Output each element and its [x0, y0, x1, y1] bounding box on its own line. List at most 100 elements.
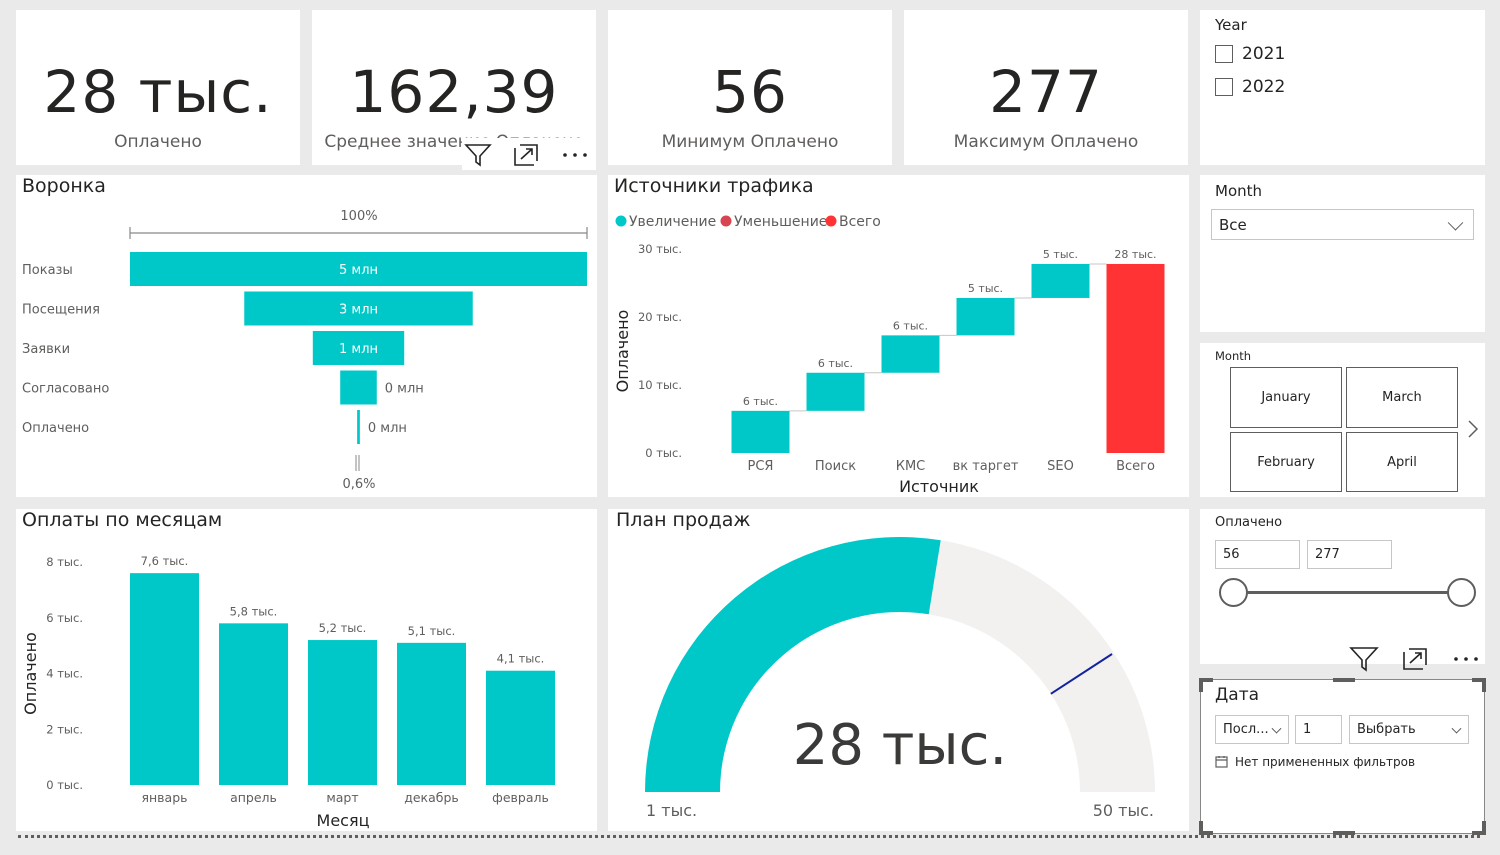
paid-min-value: 56	[1223, 547, 1240, 562]
funnel-bar[interactable]	[130, 252, 587, 286]
year-option-label: 2022	[1242, 77, 1286, 97]
month-tile-january[interactable]: January	[1230, 367, 1342, 428]
funnel-bottom-bracket	[355, 455, 360, 471]
resize-handle-tl[interactable]	[1199, 678, 1213, 692]
gauge-fill	[645, 537, 941, 792]
x-axis-title: Месяц	[317, 811, 370, 830]
funnel-bar[interactable]	[357, 410, 360, 444]
month-tiles-title: Month	[1215, 349, 1252, 363]
resize-handle-top[interactable]	[1333, 678, 1355, 682]
kpi-card-paid[interactable]: 28 тыс. Оплачено	[16, 10, 300, 165]
month-dropdown-slicer: Month Все	[1200, 175, 1485, 332]
month-dropdown-value: Все	[1219, 215, 1247, 234]
kpi-value: 56	[712, 58, 788, 126]
date-slicer-title: Дата	[1215, 685, 1260, 705]
legend-label[interactable]: Увеличение	[629, 214, 716, 230]
x-tick-label: Всего	[1116, 459, 1155, 474]
month-tile-slicer: Month January March February April	[1200, 343, 1485, 497]
chevron-down-icon	[1271, 723, 1282, 734]
calendar-filter-icon	[1215, 756, 1228, 768]
bar[interactable]	[219, 623, 288, 785]
focus-mode-icon[interactable]	[1401, 646, 1429, 672]
y-tick-label: 20 тыс.	[638, 310, 682, 324]
funnel-bar[interactable]	[340, 370, 377, 405]
funnel-stage-label: Посещения	[22, 303, 100, 318]
waterfall-data-label: 6 тыс.	[893, 319, 928, 332]
waterfall-plot: Увеличение Уменьшение Всего 0 тыс. 10 тыс. 20…	[613, 214, 1165, 496]
funnel-stage-label: Заявки	[22, 342, 70, 357]
bar[interactable]	[486, 670, 555, 785]
date-count-input[interactable]: 1	[1295, 715, 1342, 744]
gauge-value: 28 тыс.	[793, 713, 1007, 778]
date-mode-dropdown[interactable]: Посл...	[1215, 715, 1289, 744]
bar[interactable]	[130, 573, 199, 785]
x-tick-label: Поиск	[815, 459, 856, 474]
tile-label: February	[1257, 454, 1315, 470]
filter-icon[interactable]	[464, 142, 492, 168]
resize-handle-br[interactable]	[1472, 821, 1486, 835]
month-slicer-title: Month	[1215, 182, 1263, 200]
year-option-2021[interactable]: 2021	[1215, 44, 1285, 64]
bar[interactable]	[308, 640, 377, 785]
month-tile-april[interactable]: April	[1346, 432, 1458, 492]
y-axis-title: Оплачено	[613, 310, 632, 393]
paid-max-input[interactable]: 277	[1307, 540, 1392, 569]
waterfall-bar[interactable]	[956, 297, 1015, 336]
chevron-right-icon[interactable]	[1466, 419, 1480, 439]
y-tick-label: 0 тыс.	[46, 778, 83, 792]
y-tick-label: 8 тыс.	[46, 555, 83, 569]
bar-data-label: 7,6 тыс.	[141, 554, 189, 568]
funnel-bar[interactable]	[244, 291, 473, 326]
date-slicer[interactable]: Дата Посл... 1 Выбрать Нет примененных ф…	[1199, 678, 1486, 835]
x-tick-label: апрель	[230, 790, 277, 805]
bar[interactable]	[397, 642, 466, 785]
month-dropdown[interactable]: Все	[1211, 209, 1474, 240]
chart-title: Воронка	[22, 175, 106, 197]
funnel-bar[interactable]	[312, 331, 405, 365]
tile-label: March	[1382, 390, 1422, 405]
x-tick-label: февраль	[492, 790, 549, 805]
month-tile-february[interactable]: February	[1230, 432, 1342, 492]
waterfall-bar[interactable]	[1106, 263, 1165, 453]
gauge-max-label: 50 тыс.	[1093, 801, 1154, 820]
focus-mode-icon[interactable]	[512, 142, 540, 168]
checkbox[interactable]	[1215, 45, 1233, 63]
waterfall-data-label: 5 тыс.	[968, 282, 1003, 295]
kpi-card-average[interactable]: 162,39 Среднее значение Оплачено	[312, 10, 596, 170]
kpi-card-max[interactable]: 277 Максимум Оплачено	[904, 10, 1188, 165]
funnel-bar-label: 0 млн	[385, 382, 424, 397]
resize-handle-bottom[interactable]	[1333, 831, 1355, 835]
funnel-bar-label: 3 млн	[339, 303, 378, 318]
x-tick-label: март	[326, 790, 358, 805]
waterfall-bar[interactable]	[1031, 263, 1090, 298]
bar-data-label: 5,8 тыс.	[230, 604, 278, 618]
tile-label: January	[1261, 390, 1311, 405]
kpi-card-min[interactable]: 56 Минимум Оплачено	[608, 10, 892, 165]
year-slicer: Year 2021 2022	[1200, 10, 1485, 165]
more-options-icon[interactable]	[1451, 646, 1481, 672]
resize-handle-bl[interactable]	[1199, 821, 1213, 835]
checkbox[interactable]	[1215, 78, 1233, 96]
bar-data-label: 4,1 тыс.	[497, 652, 545, 666]
date-unit-dropdown[interactable]: Выбрать	[1349, 715, 1469, 744]
waterfall-bar[interactable]	[731, 410, 790, 453]
slider-min-handle[interactable]	[1218, 578, 1248, 607]
slider-max-handle[interactable]	[1446, 578, 1476, 607]
bar-data-label: 5,1 тыс.	[408, 624, 456, 638]
month-tile-march[interactable]: March	[1346, 367, 1458, 428]
waterfall-bar[interactable]	[806, 372, 865, 411]
chart-title: Источники трафика	[614, 175, 814, 197]
year-option-2022[interactable]: 2022	[1215, 77, 1285, 97]
waterfall-bar[interactable]	[881, 335, 940, 373]
visual-toolbar	[464, 142, 590, 168]
legend-label[interactable]: Уменьшение	[734, 214, 827, 230]
bar-plot: 0 тыс. 2 тыс. 4 тыс. 6 тыс. 8 тыс. Оплачено Ме…	[21, 554, 555, 830]
x-tick-label: декабрь	[404, 790, 459, 805]
filter-icon[interactable]	[1349, 645, 1379, 673]
x-axis-title: Источник	[899, 477, 979, 496]
legend-label[interactable]: Всего	[839, 214, 881, 230]
resize-handle-tr[interactable]	[1472, 678, 1486, 692]
more-options-icon[interactable]	[560, 142, 590, 168]
year-slicer-title: Year	[1215, 16, 1247, 34]
paid-min-input[interactable]: 56	[1215, 540, 1300, 569]
